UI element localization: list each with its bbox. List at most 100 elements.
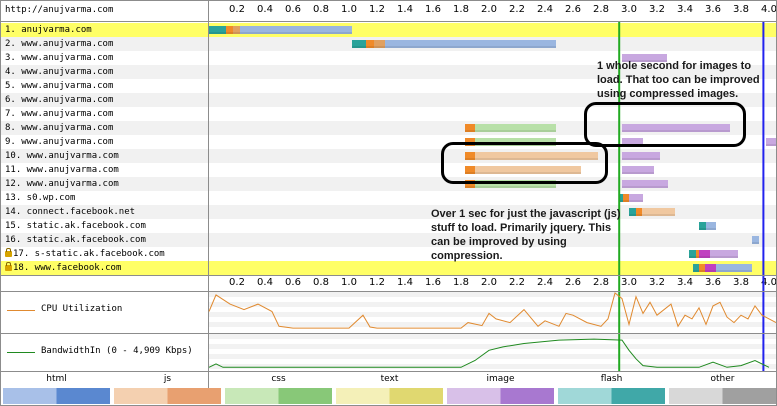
time-tick: 3.4: [677, 4, 693, 15]
request-bar-dns: [699, 222, 706, 230]
bandwidth-graph-label: BandwidthIn (0 - 4,909 Kbps): [1, 333, 207, 373]
legend-swatch: [447, 388, 554, 404]
request-bar-connect: [699, 264, 705, 272]
bandwidth-grid-band: [209, 364, 776, 369]
request-label-text: 17. s-static.ak.facebook.com: [13, 249, 165, 259]
request-row[interactable]: 14. connect.facebook.net: [1, 205, 776, 219]
legend-swatch: [336, 388, 443, 404]
request-row[interactable]: 10. www.anujvarma.com: [1, 149, 776, 163]
request-label: 7. www.anujvarma.com: [1, 107, 207, 121]
request-bar-connect: [623, 194, 629, 202]
request-bar-image: [629, 194, 643, 202]
request-bar-ttfb: [374, 40, 386, 48]
time-tick: 0.6: [285, 4, 301, 15]
request-label: 2. www.anujvarma.com: [1, 37, 207, 51]
cpu-utilization-line: [208, 292, 776, 329]
request-label: 4. www.anujvarma.com: [1, 65, 207, 79]
request-bar-connect: [225, 26, 233, 34]
request-bar-connect: [465, 166, 475, 174]
legend-label: text: [380, 374, 399, 384]
request-bar-js: [475, 166, 582, 174]
request-label: 11. www.anujvarma.com: [1, 163, 207, 177]
time-tick: 1.0: [341, 277, 357, 288]
cpu-graph-label: CPU Utilization: [1, 291, 207, 331]
request-label-text: 2. www.anujvarma.com: [5, 39, 114, 49]
request-bar-js: [475, 152, 599, 160]
request-bar-image: [622, 54, 667, 62]
time-tick: 3.6: [705, 277, 721, 288]
request-row[interactable]: 2. www.anujvarma.com: [1, 37, 776, 51]
request-bar-connect: [465, 152, 475, 160]
request-row[interactable]: 17. s-static.ak.facebook.com: [1, 247, 776, 261]
request-bar-image: [622, 166, 655, 174]
request-row[interactable]: 7. www.anujvarma.com: [1, 107, 776, 121]
grid-divider: [1, 371, 776, 372]
request-label-text: 8. www.anujvarma.com: [5, 123, 114, 133]
bandwidth-line: [208, 338, 770, 368]
grid-divider: [1, 291, 776, 292]
time-tick: 2.0: [481, 277, 497, 288]
legend-swatch: [669, 388, 776, 404]
time-tick: 3.2: [649, 4, 665, 15]
request-row[interactable]: 18. www.facebook.com: [1, 261, 776, 275]
legend-swatch: [114, 388, 221, 404]
legend-label: flash: [600, 374, 623, 384]
lock-icon: [5, 262, 12, 271]
request-label: 5. www.anujvarma.com: [1, 79, 207, 93]
legend-item-js: js: [114, 372, 221, 405]
time-tick: 3.6: [705, 4, 721, 15]
legend-swatch: [3, 388, 110, 404]
time-tick: 0.2: [229, 277, 245, 288]
request-bar-image: [766, 138, 776, 146]
request-label-text: 4. www.anujvarma.com: [5, 67, 114, 77]
request-bar-html: [715, 264, 753, 272]
grid-divider: [1, 21, 776, 22]
request-label-text: 7. www.anujvarma.com: [5, 109, 114, 119]
request-label-text: 15. static.ak.facebook.com: [5, 221, 146, 231]
request-row[interactable]: 8. www.anujvarma.com: [1, 121, 776, 135]
request-row[interactable]: 4. www.anujvarma.com: [1, 65, 776, 79]
request-bar-css: [475, 180, 557, 188]
image-load-note: 1 whole second for images to load. That …: [597, 60, 760, 100]
legend-item-image: image: [447, 372, 554, 405]
request-bar-html: [385, 40, 557, 48]
request-row[interactable]: 1. anujvarma.com: [1, 23, 776, 37]
request-bar-ttfb: [232, 26, 240, 34]
request-label: 9. www.anujvarma.com: [1, 135, 207, 149]
page-url: http://anujvarma.com: [5, 5, 114, 15]
request-bar-dns: [209, 26, 226, 34]
time-tick: 1.6: [425, 4, 441, 15]
request-row[interactable]: 11. www.anujvarma.com: [1, 163, 776, 177]
request-row[interactable]: 15. static.ak.facebook.com: [1, 219, 776, 233]
request-bar-js: [641, 208, 676, 216]
legend-label: other: [710, 374, 735, 384]
time-tick: 2.6: [565, 4, 581, 15]
cpu-grid-band: [209, 292, 776, 297]
request-bar-dns: [689, 250, 697, 258]
label-column-divider: [208, 1, 209, 389]
legend-item-other: other: [669, 372, 776, 405]
request-bar-image: [622, 180, 669, 188]
request-row[interactable]: 5. www.anujvarma.com: [1, 79, 776, 93]
request-label-text: 13. s0.wp.com: [5, 193, 76, 203]
request-row[interactable]: 6. www.anujvarma.com: [1, 93, 776, 107]
request-row[interactable]: 3. www.anujvarma.com: [1, 51, 776, 65]
cpu-label: CPU Utilization: [41, 304, 123, 314]
time-tick: 3.4: [677, 277, 693, 288]
time-tick: 4.0: [761, 277, 777, 288]
time-tick: 0.4: [257, 277, 273, 288]
bandwidth-grid-band: [209, 334, 776, 339]
request-row[interactable]: 12. www.anujvarma.com: [1, 177, 776, 191]
request-row[interactable]: 16. static.ak.facebook.com: [1, 233, 776, 247]
cpu-grid-band: [209, 302, 776, 307]
request-bar-ssl: [699, 250, 711, 258]
time-tick: 4.0: [761, 4, 777, 15]
request-row[interactable]: 13. s0.wp.com: [1, 191, 776, 205]
request-label: 10. www.anujvarma.com: [1, 149, 207, 163]
time-tick: 2.4: [537, 4, 553, 15]
time-tick: 0.6: [285, 277, 301, 288]
request-bar-connect: [465, 180, 475, 188]
request-label: 17. s-static.ak.facebook.com: [1, 247, 207, 261]
